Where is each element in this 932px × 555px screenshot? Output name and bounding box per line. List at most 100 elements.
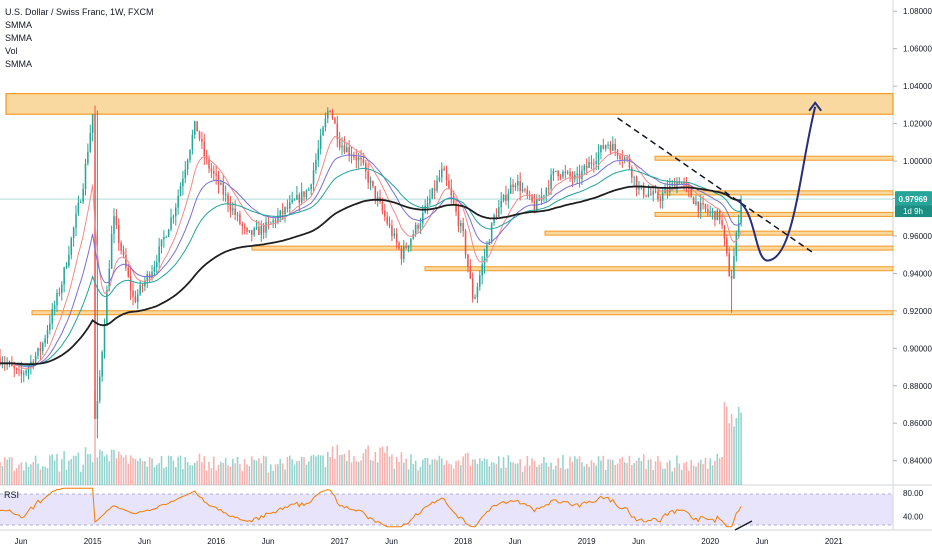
volume-bar — [338, 455, 341, 485]
volume-bar — [148, 457, 151, 485]
volume-bar — [676, 455, 678, 485]
candle-body — [628, 158, 631, 168]
candle-body — [495, 215, 498, 217]
candle-body — [538, 199, 540, 201]
candle-body — [604, 145, 607, 149]
volume-bar — [692, 465, 695, 485]
candle-body — [139, 284, 141, 295]
candle-body — [125, 255, 127, 268]
volume-bar — [576, 458, 578, 485]
time-tick-label: 2019 — [578, 537, 596, 546]
forecast-curve — [736, 106, 817, 262]
volume-bar — [315, 456, 317, 485]
volume-bar — [600, 460, 602, 485]
price-axis[interactable]: 1.080001.060001.040001.020001.000000.980… — [893, 7, 932, 466]
volume-bar — [208, 461, 210, 485]
indicator-volume[interactable]: Vol — [5, 46, 18, 56]
volume-bar — [51, 454, 54, 485]
volume-bar — [602, 455, 605, 485]
candle-body — [25, 370, 27, 374]
candle-body — [471, 278, 474, 299]
volume-bar — [132, 458, 134, 485]
countdown-label: 1d 9h — [903, 207, 923, 216]
volume-bar — [18, 464, 20, 485]
candle-body — [113, 216, 115, 234]
candle-body — [699, 202, 702, 212]
volume-bar — [597, 456, 600, 485]
candle-body — [595, 161, 597, 164]
volume-bar — [355, 461, 358, 485]
symbol-title[interactable]: U.S. Dollar / Swiss Franc, 1W, FXCM — [5, 7, 154, 17]
volume-bar — [403, 462, 405, 485]
candle-body — [654, 191, 657, 193]
volume-bar — [367, 445, 369, 485]
candle-body — [381, 201, 384, 211]
rsi-label[interactable]: RSI — [4, 490, 20, 500]
volume-bar — [718, 458, 721, 485]
volume-bar — [448, 463, 450, 485]
candle-body — [486, 244, 488, 257]
volume-bar — [146, 466, 149, 485]
candle-body — [34, 355, 37, 365]
volume-bar — [555, 465, 557, 485]
candle-body — [695, 201, 697, 204]
volume-bar — [60, 459, 63, 485]
indicator-smma-3[interactable]: SMMA — [5, 59, 32, 69]
indicator-smma-1[interactable]: SMMA — [5, 20, 32, 30]
volume-bar — [488, 466, 491, 485]
candle-body — [141, 284, 144, 287]
candle-body — [72, 227, 75, 239]
candle-body — [98, 376, 101, 401]
candle-body — [422, 212, 424, 224]
indicator-smma-2[interactable]: SMMA — [5, 33, 32, 43]
candle-body — [683, 182, 685, 184]
candle-body — [51, 308, 54, 324]
volume-bar — [289, 455, 291, 485]
candle-body — [96, 400, 99, 419]
volume-bar — [77, 452, 80, 485]
volume-bar — [227, 465, 229, 485]
volume-bar — [685, 461, 688, 485]
volume-bar — [650, 459, 652, 485]
volume-bar — [122, 457, 125, 485]
volume-bar — [279, 458, 282, 485]
candle-body — [735, 232, 738, 257]
volume-bar — [379, 447, 381, 485]
candle-body — [53, 305, 56, 309]
volume-bar — [89, 454, 92, 485]
candle-body — [346, 147, 348, 153]
candle-body — [120, 242, 122, 251]
volume-bar — [353, 456, 355, 485]
volume-bar — [436, 460, 438, 485]
candle-body — [607, 144, 609, 146]
candle-body — [740, 201, 742, 224]
volume-bar — [502, 457, 505, 485]
candle-body — [545, 188, 548, 196]
rsi-line — [0, 487, 742, 528]
volume-bar — [733, 426, 735, 485]
time-axis[interactable]: Jun 2015 Jun 2016 Jun 2017 Jun 2018 Jun 2019 Jun 20… — [15, 537, 844, 546]
rsi-tick-label: 40.00 — [903, 512, 924, 521]
volume-bar — [265, 456, 267, 485]
volume-bar — [96, 457, 99, 485]
volume-bar — [509, 462, 512, 485]
candle-body — [167, 229, 170, 237]
candle-body — [165, 236, 168, 238]
volume-bar — [645, 468, 647, 485]
volume-bar — [419, 466, 422, 485]
volume-bar — [184, 457, 187, 485]
candle-body — [189, 149, 191, 161]
volume-bar — [158, 463, 160, 485]
support-resistance-zones — [0, 93, 894, 316]
candle-body — [692, 197, 695, 204]
candle-body — [443, 168, 445, 171]
candle-body — [70, 238, 73, 256]
candle-body — [94, 114, 96, 419]
candle-body — [148, 274, 151, 279]
candle-body — [652, 191, 654, 195]
candle-body — [274, 220, 277, 223]
volume-bar — [410, 454, 412, 485]
candle-body — [217, 175, 220, 185]
